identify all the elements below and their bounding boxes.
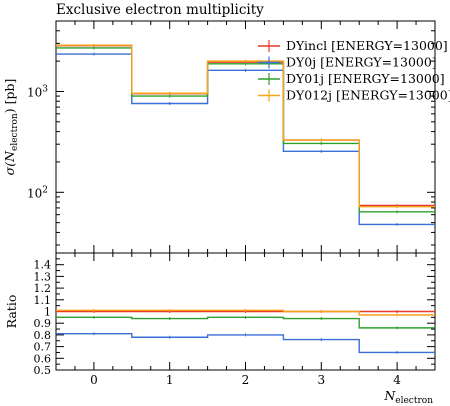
y-tick-label-ratio: 0.8: [34, 329, 52, 342]
legend-label-3: DY012j [ENERGY=13000]: [286, 88, 450, 103]
y-tick-label-ratio: 1: [44, 306, 51, 319]
ratio-series-layer: [56, 308, 435, 354]
chart-title: Exclusive electron multiplicity: [56, 2, 264, 18]
series-2-ratio-line: [56, 316, 435, 329]
legend-label-0: DYincl [ENERGY=13000]: [286, 38, 448, 53]
y-tick-label-ratio: 1.3: [34, 270, 52, 283]
legend-label-2: DY01j [ENERGY=13000]: [286, 71, 445, 86]
x-tick-label: 1: [166, 373, 174, 387]
x-axis-label: Nelectron: [383, 388, 433, 406]
y-tick-label-ratio: 0.5: [34, 364, 52, 377]
legend-label-1: DY0j [ENERGY=13000]: [286, 55, 437, 70]
y-tick-label-ratio: 0.6: [34, 352, 52, 365]
y-tick-label-main: 103: [27, 84, 48, 99]
y-tick-label-ratio: 1.2: [34, 282, 52, 295]
y-axis-label-main: σ(Nelectron) [pb]: [2, 79, 20, 176]
ratio-plot-area: 0.50.60.70.80.911.11.21.31.4: [34, 252, 436, 377]
legend: DYincl [ENERGY=13000] DY0j [ENERGY=13000]…: [258, 38, 450, 103]
series-3-ratio-line: [56, 309, 435, 316]
y-axis-label-ratio: Ratio: [4, 295, 19, 329]
axis-labels: 0 1 2 3 4 σ(Nelectron) [pb] Ratio Nelectron: [2, 79, 433, 406]
y-tick-label-ratio: 0.9: [34, 317, 52, 330]
x-tick-label: 4: [393, 373, 401, 387]
y-tick-label-ratio: 0.7: [34, 341, 52, 354]
series-1-ratio-line: [56, 333, 435, 354]
main-plot-area: 102 103: [27, 20, 436, 254]
x-tick-label: 3: [317, 373, 325, 387]
y-tick-label-ratio: 1.4: [34, 259, 52, 272]
y-tick-label-main: 102: [27, 185, 48, 200]
x-tick-label: 2: [242, 373, 250, 387]
x-tick-label: 0: [90, 373, 98, 387]
main-series-layer: [56, 43, 435, 226]
y-tick-label-ratio: 1.1: [34, 294, 52, 307]
